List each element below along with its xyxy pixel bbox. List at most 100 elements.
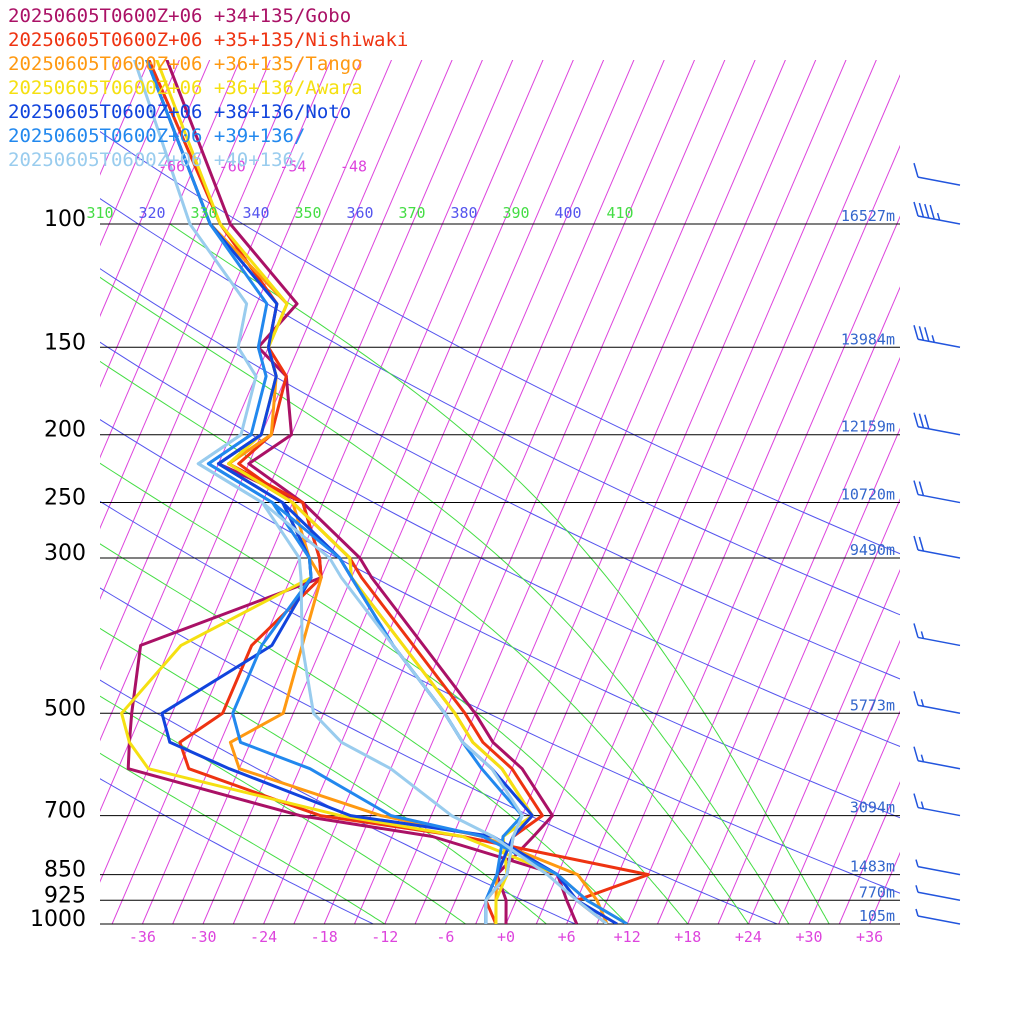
wind-barb xyxy=(913,201,961,225)
wind-barb xyxy=(913,412,961,436)
isotherm-line xyxy=(657,356,900,924)
dry-adiabat-line xyxy=(100,778,374,924)
barb-flag xyxy=(913,623,919,638)
upper-isotherm-label: -66 xyxy=(158,157,185,175)
wind-barb xyxy=(913,325,961,349)
barb-staff xyxy=(917,891,961,902)
dewpoint-profile xyxy=(206,433,628,924)
wind-barb xyxy=(913,793,961,817)
barb-staff xyxy=(917,176,961,186)
theta-label: 370 xyxy=(398,204,425,222)
isotherm-line xyxy=(505,60,877,924)
pressure-tick-label: 500 xyxy=(44,696,86,721)
isotherm-line xyxy=(414,60,786,924)
wind-barb xyxy=(913,691,961,715)
upper-isotherm-label: -54 xyxy=(279,157,306,175)
isotherm-line xyxy=(100,60,241,388)
temperature-tick-label: +30 xyxy=(795,928,822,946)
barb-flag xyxy=(918,481,925,496)
isotherm-line xyxy=(626,286,900,924)
theta-label: 310 xyxy=(86,204,113,222)
temperature-tick-label: -18 xyxy=(311,928,338,946)
pressure-tick-label: 250 xyxy=(44,486,86,511)
barb-flag xyxy=(913,325,919,340)
isotherm-line xyxy=(899,922,900,924)
dry-adiabat-line xyxy=(100,198,900,616)
dry-adiabat-lines xyxy=(100,131,900,924)
barb-flag xyxy=(913,793,919,808)
barb-staff xyxy=(917,636,961,647)
pressure-tick-label: 925 xyxy=(44,883,86,908)
dry-adiabat-line xyxy=(100,679,576,924)
isotherm-line xyxy=(444,60,817,924)
isotherm-line xyxy=(596,215,900,924)
temperature-tick-label: -6 xyxy=(436,928,454,946)
height-label: 105m xyxy=(859,907,895,925)
height-label: 10720m xyxy=(841,486,895,504)
wind-barb xyxy=(915,859,961,876)
temperature-tick-label: -24 xyxy=(250,928,277,946)
barb-flag xyxy=(924,327,930,342)
isotherm-line xyxy=(384,60,756,924)
barb-flag xyxy=(913,691,919,706)
wind-barb xyxy=(913,746,961,770)
isotherm-line xyxy=(100,60,211,318)
dry-adiabat-line xyxy=(100,131,900,555)
legend: 20250605T0600Z+06 +34+135/Gobo 20250605T0… xyxy=(8,4,408,172)
legend-entry: 20250605T0600Z+06 +39+136/ xyxy=(8,125,306,147)
dry-adiabat-line xyxy=(100,268,900,680)
temperature-tick-label: -30 xyxy=(189,928,216,946)
dry-adiabat-line xyxy=(100,419,900,819)
pressure-tick-label: 700 xyxy=(44,799,86,824)
isotherm-line xyxy=(961,0,1024,924)
wind-barb xyxy=(915,908,961,925)
barb-flag xyxy=(913,201,919,217)
pressure-tick-label: 300 xyxy=(44,541,86,566)
height-label: 13984m xyxy=(841,330,895,348)
temperature-tick-label: +18 xyxy=(674,928,701,946)
barb-flag xyxy=(913,746,919,761)
barb-flag xyxy=(913,162,919,178)
isotherm-line xyxy=(930,0,1024,924)
barb-staff xyxy=(917,493,961,504)
dry-adiabat-line xyxy=(100,500,900,894)
isotherm-line xyxy=(808,710,900,924)
temperature-tick-label: +0 xyxy=(497,928,515,946)
barb-half-flag xyxy=(915,885,919,893)
temperature-profile xyxy=(132,60,524,924)
temperature-tick-label: +24 xyxy=(735,928,762,946)
barb-half-flag xyxy=(915,859,919,867)
wind-barbs xyxy=(913,162,961,925)
barb-flag xyxy=(913,535,919,551)
wind-barb xyxy=(913,623,961,647)
isotherm-line xyxy=(100,60,180,247)
temperature-tick-label: -36 xyxy=(129,928,156,946)
barb-half-flag xyxy=(931,335,935,343)
temperature-profile xyxy=(145,60,524,924)
height-label: 5773m xyxy=(850,696,895,714)
dewpoint-profile xyxy=(227,433,609,924)
height-label: 770m xyxy=(859,883,895,901)
dry-adiabat-line xyxy=(100,587,778,924)
barb-half-flag xyxy=(920,801,925,809)
theta-label: 330 xyxy=(190,204,217,222)
temperature-tick-label: +36 xyxy=(856,928,883,946)
barb-staff xyxy=(917,704,961,715)
isotherm-line xyxy=(717,498,900,924)
barb-staff xyxy=(917,915,961,925)
barb-staff xyxy=(917,865,961,876)
pressure-tick-label: 150 xyxy=(44,330,86,355)
theta-label: 320 xyxy=(138,204,165,222)
barb-half-flag xyxy=(936,212,941,221)
theta-label: 360 xyxy=(346,204,373,222)
upper-isotherm-label: -48 xyxy=(340,157,367,175)
barb-flag xyxy=(918,413,925,428)
legend-entry: 20250605T0600Z+06 +34+135/Gobo xyxy=(8,5,352,27)
isotherm-line xyxy=(991,0,1024,924)
wind-barb xyxy=(913,480,961,504)
barb-half-flag xyxy=(915,908,919,917)
isotherm-line xyxy=(778,639,900,924)
temperature-tick-label: -12 xyxy=(371,928,398,946)
legend-entry: 20250605T0600Z+06 +35+135/Nishiwaki xyxy=(8,29,409,51)
